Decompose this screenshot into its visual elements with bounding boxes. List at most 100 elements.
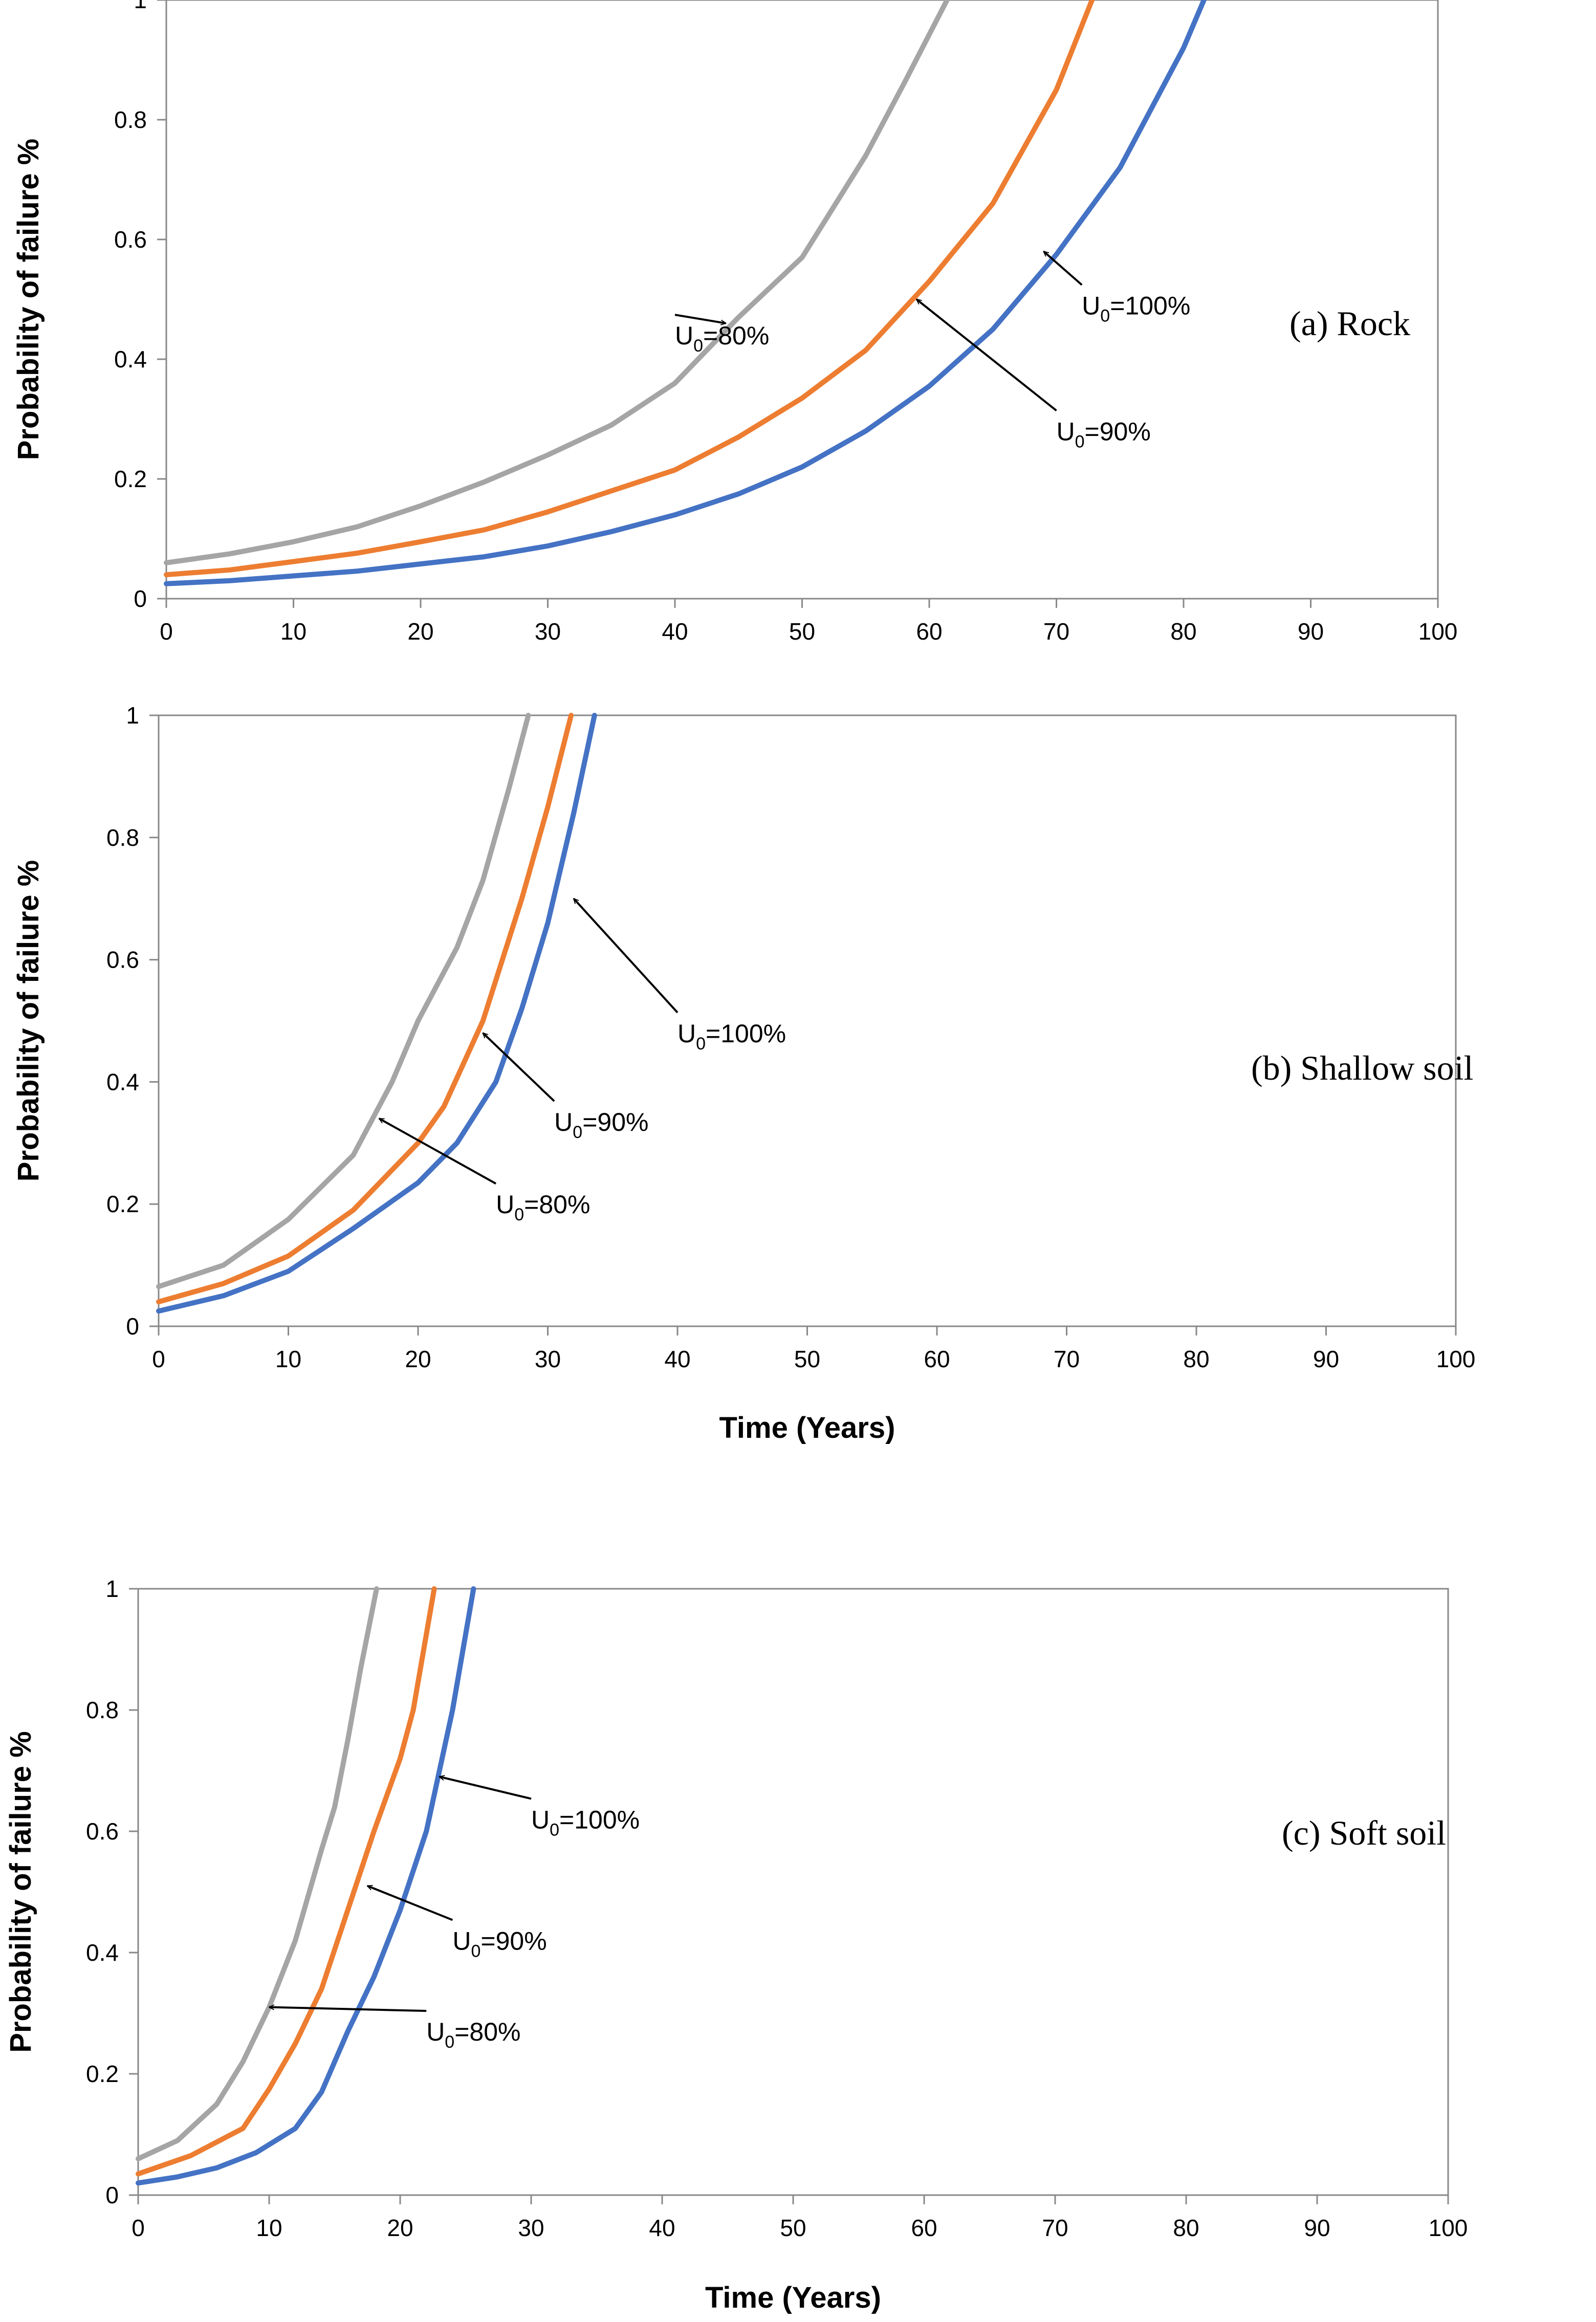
plot-area-frame bbox=[137, 1588, 1449, 2196]
annotation-arrow bbox=[1044, 250, 1083, 286]
annotation-label-subscript: 0 bbox=[1075, 432, 1085, 451]
annotation-label-u: U bbox=[452, 1926, 471, 1955]
annotation-label-value: =80% bbox=[524, 1190, 590, 1219]
series-line-u0-0100 bbox=[164, 0, 1207, 586]
annotation-label-u: U bbox=[677, 1019, 696, 1048]
x-tick-label: 80 bbox=[1173, 2215, 1199, 2241]
x-tick-label: 60 bbox=[911, 2215, 937, 2241]
annotation-label-subscript: 0 bbox=[471, 1941, 481, 1961]
annotation-label-value: =100% bbox=[706, 1019, 786, 1048]
x-tick-label: 90 bbox=[1313, 1346, 1339, 1372]
x-tick-label: 80 bbox=[1170, 618, 1196, 645]
chart-panel-0: 0 10 20 30 40 50 60 70 80 90 100 0 0.2 0.4 0.6 0.8 1 Prob… bbox=[12, 0, 1457, 645]
y-tick-label: 0.4 bbox=[86, 1939, 119, 1966]
x-tick-label: 0 bbox=[152, 1346, 165, 1372]
y-tick-label: 0.4 bbox=[106, 1068, 139, 1095]
x-tick-label: 30 bbox=[518, 2215, 544, 2241]
series-line-u0-080 bbox=[164, 0, 950, 565]
annotation-label-value: =90% bbox=[480, 1926, 546, 1955]
annotation: U0=100% bbox=[1044, 250, 1190, 326]
chart-panel-1: 0 10 20 30 40 50 60 70 80 90 100 0 0.2 0.4 0.6 0.8 1 Prob… bbox=[12, 702, 1475, 1444]
annotation-arrow bbox=[483, 1032, 555, 1102]
annotation-label-value: =100% bbox=[559, 1805, 640, 1834]
y-tick-label: 1 bbox=[126, 702, 139, 729]
annotation-label-subscript: 0 bbox=[696, 1034, 706, 1054]
x-tick-label: 60 bbox=[916, 618, 942, 645]
series-line-u0-080 bbox=[136, 1586, 379, 2161]
series-line-u0-080 bbox=[156, 713, 531, 1289]
annotation-label-value: =90% bbox=[1085, 417, 1151, 446]
x-tick-label: 40 bbox=[664, 1346, 690, 1372]
annotation-label-subscript: 0 bbox=[514, 1205, 524, 1224]
plot-area-frame bbox=[158, 714, 1457, 1327]
series-line-u0-0100 bbox=[156, 713, 597, 1314]
annotation-label-subscript: 0 bbox=[1100, 306, 1110, 326]
y-tick-label: 0 bbox=[134, 585, 147, 612]
series-line-u0-090 bbox=[164, 0, 1095, 578]
x-tick-label: 20 bbox=[405, 1346, 431, 1372]
y-tick-label: 0.2 bbox=[106, 1191, 139, 1217]
y-tick-label: 0.4 bbox=[114, 346, 147, 373]
series-line-u0-0100 bbox=[136, 1586, 476, 2186]
y-tick-label: 0.8 bbox=[114, 106, 147, 133]
x-tick-label: 10 bbox=[256, 2215, 282, 2241]
annotation: U0=90% bbox=[367, 1885, 547, 1961]
x-tick-label: 70 bbox=[1054, 1346, 1080, 1372]
annotation-arrow bbox=[379, 1118, 497, 1185]
x-tick-label: 90 bbox=[1304, 2215, 1330, 2241]
annotation-label-u: U bbox=[554, 1108, 573, 1136]
chart-panel-2: 0 10 20 30 40 50 60 70 80 90 100 0 0.2 0.4 0.6 0.8 1 Prob… bbox=[4, 1575, 1468, 2314]
annotation-label-u: U bbox=[1082, 292, 1100, 320]
y-tick-label: 0.8 bbox=[106, 824, 139, 851]
annotation-arrow bbox=[269, 2007, 427, 2012]
panel-label: (a) Rock bbox=[1289, 304, 1410, 343]
x-axis-label: Time (Years) bbox=[719, 1411, 895, 1444]
annotation-label-u: U bbox=[1057, 417, 1075, 446]
x-tick-label: 0 bbox=[160, 618, 173, 645]
x-tick-label: 100 bbox=[1418, 618, 1458, 645]
annotation-label-subscript: 0 bbox=[573, 1123, 582, 1142]
x-tick-label: 40 bbox=[649, 2215, 675, 2241]
annotation: U0=90% bbox=[483, 1032, 648, 1142]
x-tick-label: 50 bbox=[780, 2215, 806, 2241]
annotation: U0=80% bbox=[674, 314, 769, 356]
annotation-label-u: U bbox=[531, 1805, 550, 1834]
panel-label: (c) Soft soil bbox=[1282, 1813, 1446, 1852]
annotation-arrow bbox=[916, 298, 1057, 411]
series-line-u0-090 bbox=[156, 713, 574, 1305]
annotation: U0=90% bbox=[916, 298, 1151, 451]
annotation-label-subscript: 0 bbox=[693, 336, 703, 356]
x-tick-label: 100 bbox=[1436, 1346, 1476, 1372]
annotation-label: U0=90% bbox=[1057, 417, 1151, 451]
y-tick-label: 0.2 bbox=[114, 466, 147, 492]
x-tick-label: 10 bbox=[275, 1346, 301, 1372]
x-tick-label: 0 bbox=[132, 2215, 145, 2241]
annotation-label-subscript: 0 bbox=[445, 2032, 454, 2052]
annotation-label: U0=90% bbox=[452, 1926, 546, 1961]
y-tick-label: 1 bbox=[134, 0, 147, 13]
y-tick-label: 0.8 bbox=[86, 1697, 119, 1723]
annotation-arrow bbox=[674, 314, 726, 323]
y-tick-label: 0.2 bbox=[86, 2061, 119, 2087]
annotation-label: U0=100% bbox=[531, 1805, 640, 1839]
x-tick-label: 20 bbox=[387, 2215, 413, 2241]
x-axis-label: Time (Years) bbox=[705, 2281, 881, 2314]
x-tick-label: 40 bbox=[662, 618, 688, 645]
annotation-label: U0=80% bbox=[496, 1190, 590, 1224]
x-tick-label: 20 bbox=[407, 618, 433, 645]
annotation-label: U0=90% bbox=[554, 1108, 648, 1142]
y-axis-label: Probability of failure % bbox=[4, 1731, 37, 2052]
x-tick-label: 70 bbox=[1043, 618, 1069, 645]
annotation-label-u: U bbox=[496, 1190, 514, 1219]
panel-label: (b) Shallow soil bbox=[1251, 1048, 1473, 1087]
annotation-label-value: =90% bbox=[582, 1108, 648, 1136]
annotation-label: U0=80% bbox=[675, 321, 769, 356]
x-tick-label: 50 bbox=[789, 618, 815, 645]
annotation-label-subscript: 0 bbox=[550, 1820, 559, 1839]
x-tick-label: 70 bbox=[1042, 2215, 1068, 2241]
plot-area-frame bbox=[165, 0, 1439, 600]
y-tick-label: 0.6 bbox=[114, 226, 147, 253]
x-tick-label: 10 bbox=[280, 618, 307, 645]
chart-panels: 0 10 20 30 40 50 60 70 80 90 10000.20.40.60.81Prob… bbox=[4, 0, 1475, 2314]
x-tick-label: 30 bbox=[535, 1346, 561, 1372]
